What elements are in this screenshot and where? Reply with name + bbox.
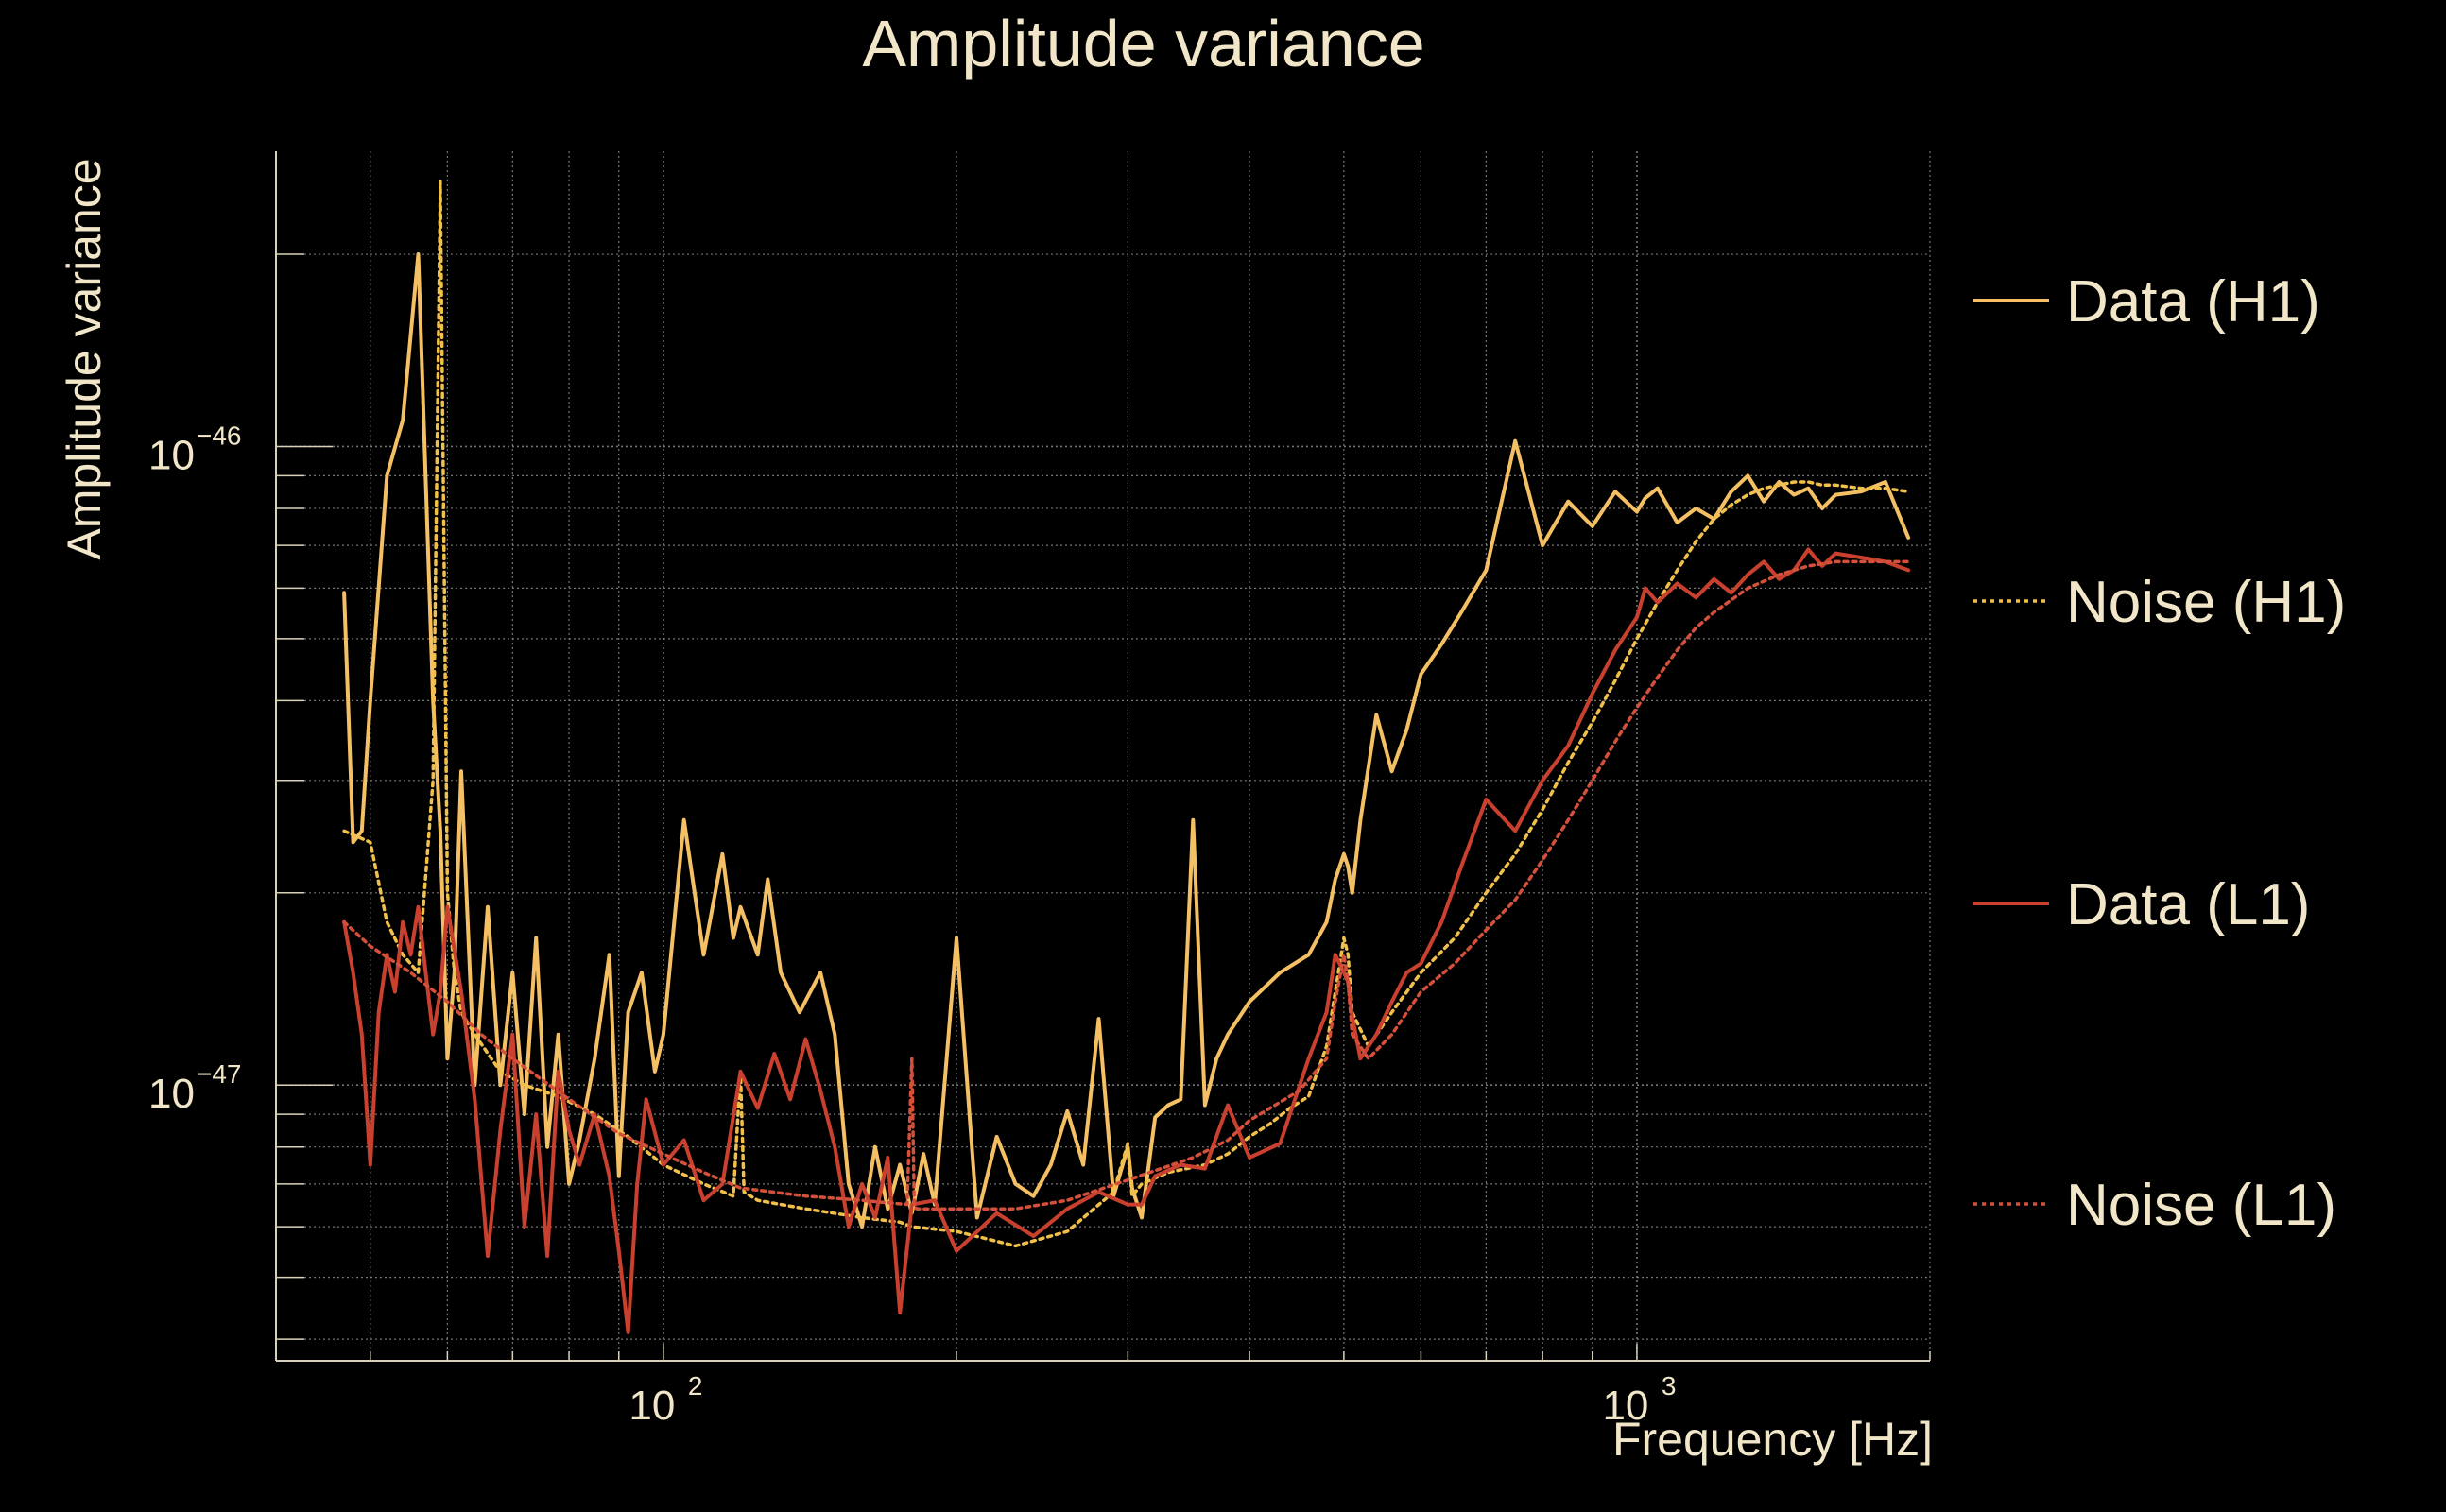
legend-label-noise-l1: Noise (L1) [2066, 1173, 2336, 1238]
y-tick-exponent: −47 [197, 1059, 242, 1089]
series-line-noise-l1 [342, 559, 1910, 1211]
legend-label-data-h1: Data (H1) [2066, 269, 2320, 335]
series-line-data-h1 [342, 252, 1911, 1229]
grid-lines [275, 151, 1931, 1361]
series-line-noise-h1 [342, 180, 1910, 1248]
y-tick-exponent: −46 [197, 421, 242, 450]
x-tick-label: 10 [629, 1383, 675, 1429]
legend: Data (H1) Noise (H1) Data (L1) Noise (L1) [1973, 269, 2346, 1238]
series-lines [342, 180, 1911, 1334]
y-axis-label: Amplitude variance [58, 158, 111, 559]
axes [275, 151, 1931, 1362]
y-tick-label: 10 [148, 1071, 195, 1117]
chart-title: Amplitude variance [862, 7, 1424, 80]
x-tick-exponent: 2 [688, 1371, 703, 1400]
x-axis-label: Frequency [Hz] [1612, 1413, 1933, 1466]
x-tick-exponent: 3 [1662, 1371, 1677, 1400]
series-line-data-l1 [342, 547, 1911, 1334]
y-tick-label: 10 [148, 432, 195, 478]
legend-label-data-l1: Data (L1) [2066, 872, 2310, 937]
legend-label-noise-h1: Noise (H1) [2066, 570, 2346, 635]
x-tick-label: 10 [1602, 1383, 1648, 1429]
